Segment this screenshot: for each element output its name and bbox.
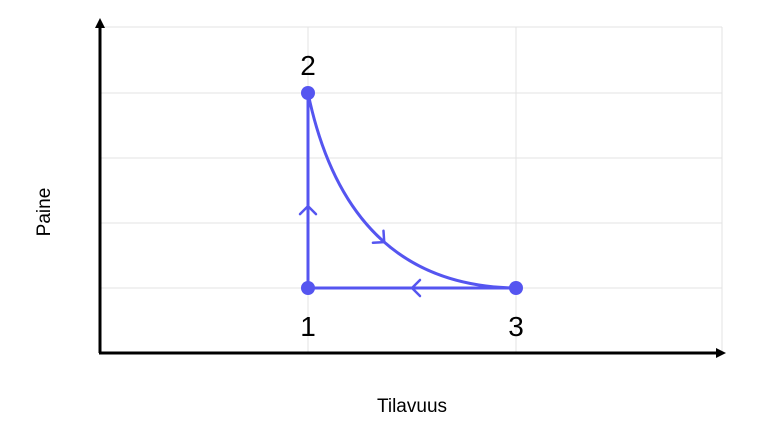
state-point-3 — [509, 281, 523, 295]
state-point-label-2: 2 — [300, 50, 316, 81]
arrow-1-2 — [298, 204, 318, 216]
process-2-3 — [306, 91, 518, 290]
state-point-label-1: 1 — [300, 311, 316, 342]
state-points — [301, 86, 523, 295]
state-point-labels: 1 2 3 — [300, 50, 524, 342]
x-axis-label: Tilavuus — [377, 396, 447, 417]
state-point-label-3: 3 — [508, 311, 524, 342]
arrow-3-1 — [410, 278, 422, 298]
state-point-1 — [301, 281, 315, 295]
direction-arrows — [298, 204, 422, 298]
grid-lines — [100, 26, 723, 353]
thermodynamic-cycle — [306, 91, 518, 290]
arrow-2-3 — [371, 229, 386, 245]
y-axis-label: Paine — [34, 188, 55, 237]
state-point-2 — [301, 86, 315, 100]
